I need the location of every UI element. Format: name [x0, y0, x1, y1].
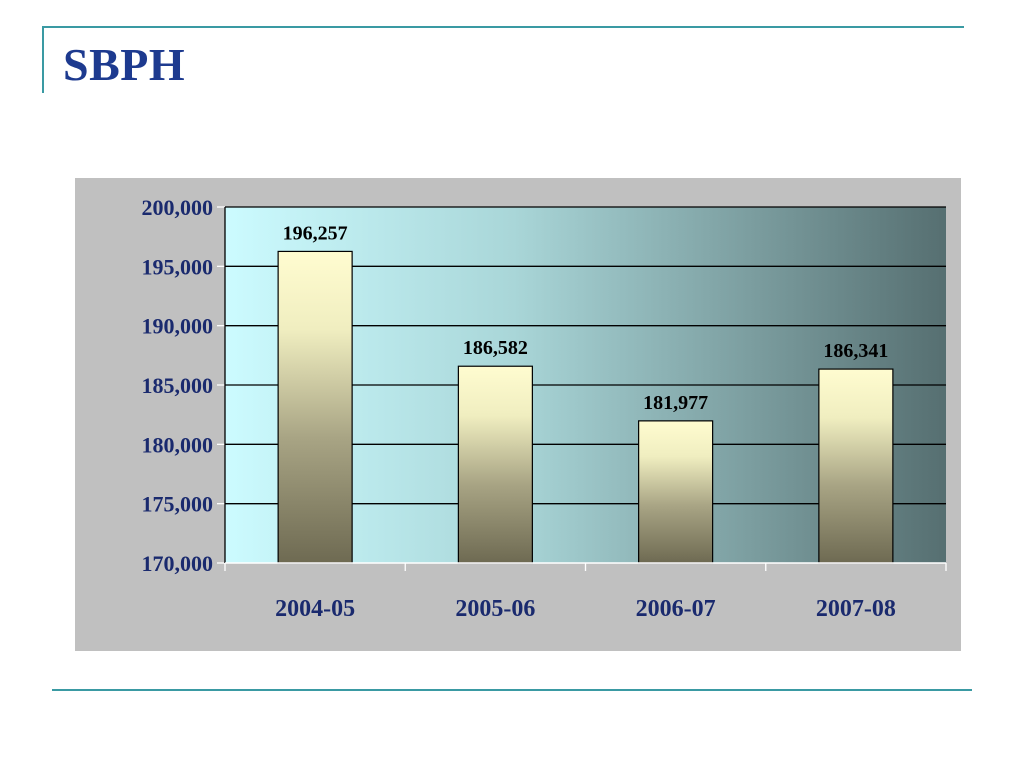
y-tick-label: 185,000 [142, 373, 214, 398]
frame-accent-line [42, 26, 44, 93]
y-tick-label: 180,000 [142, 432, 214, 457]
frame-top-line [42, 26, 964, 28]
data-label: 186,341 [823, 340, 888, 362]
bar-chart: 170,000 175,000 180,000 185,000 190,000 195,0… [142, 195, 947, 622]
x-tick-label: 2007-08 [816, 596, 896, 622]
x-tick-label: 2005-06 [455, 596, 535, 622]
bar [277, 250, 353, 564]
y-tick-label: 170,000 [142, 551, 214, 576]
x-tick-label: 2006-07 [636, 596, 716, 622]
y-tick-label: 195,000 [142, 254, 214, 279]
bar [638, 420, 714, 564]
bar [457, 365, 533, 564]
data-label: 186,582 [463, 337, 528, 359]
bar [818, 368, 894, 564]
y-tick-label: 190,000 [142, 314, 214, 339]
data-label: 181,977 [643, 392, 708, 414]
frame-bottom-line [52, 689, 972, 691]
slide-title: SBPH [63, 39, 186, 90]
y-tick-label: 175,000 [142, 492, 214, 517]
y-tick-label: 200,000 [142, 195, 214, 220]
data-label: 196,257 [283, 222, 348, 244]
chart-panel: 170,000 175,000 180,000 185,000 190,000 195,0… [75, 178, 961, 651]
x-tick-label: 2004-05 [275, 596, 355, 622]
